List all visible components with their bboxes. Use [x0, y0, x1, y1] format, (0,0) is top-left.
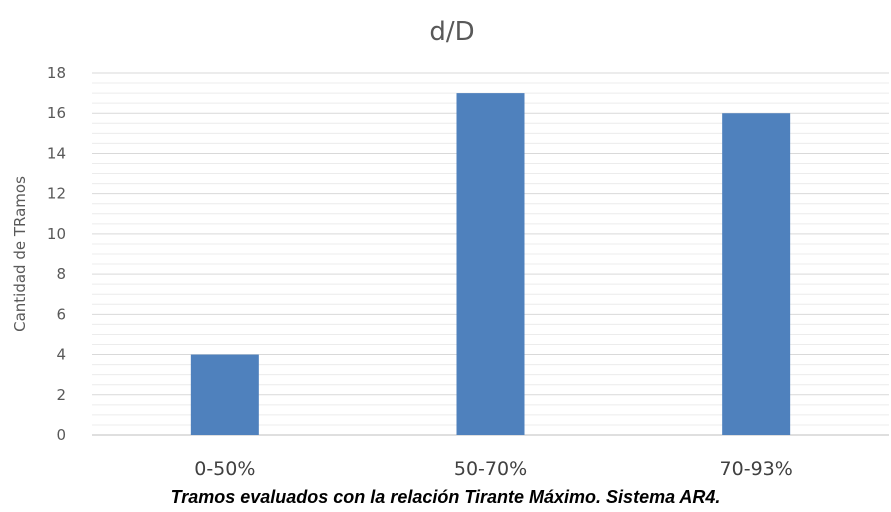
y-tick-label: 12 — [47, 185, 66, 203]
y-tick-label: 4 — [56, 346, 66, 364]
y-tick-label: 2 — [56, 386, 66, 404]
y-axis-ticks: 0 2 4 6 8 10 12 14 16 18 — [47, 64, 66, 444]
x-category-label: 0-50% — [194, 458, 255, 480]
bar — [456, 93, 525, 435]
y-axis-label: Cantidad de TRamos — [11, 176, 29, 332]
figure-caption: Tramos evaluados con la relación Tirante… — [170, 487, 721, 507]
y-tick-label: 18 — [47, 64, 66, 82]
y-tick-label: 6 — [56, 305, 66, 323]
y-tick-label: 8 — [56, 265, 66, 283]
y-tick-label: 14 — [47, 144, 66, 162]
bar — [190, 354, 259, 435]
x-category-label: 70-93% — [720, 458, 793, 480]
bar — [722, 113, 791, 435]
chart-title: d/D — [429, 17, 474, 47]
y-tick-label: 16 — [47, 104, 66, 122]
x-axis-category-labels: 0-50% 50-70% 70-93% — [194, 458, 793, 480]
bars — [190, 93, 791, 435]
y-tick-label: 0 — [56, 426, 66, 444]
y-tick-label: 10 — [47, 225, 66, 243]
x-category-label: 50-70% — [454, 458, 527, 480]
